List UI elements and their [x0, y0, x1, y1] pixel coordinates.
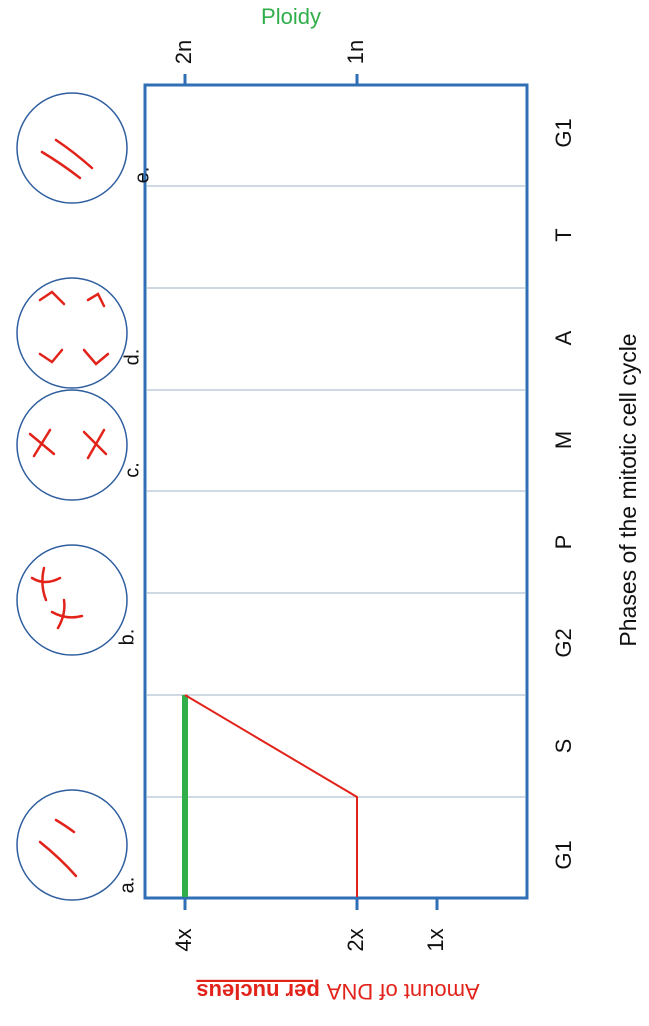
cell-label: b.	[116, 629, 138, 646]
x-axis-label: Phases of the mitotic cell cycle	[615, 333, 641, 646]
chromosome	[30, 566, 84, 630]
cell	[16, 544, 128, 656]
ploidy-tick-label: 2n	[171, 40, 196, 64]
phase-dividers	[146, 185, 526, 798]
phase-label: P	[551, 535, 576, 550]
phase-label: G1	[551, 118, 576, 147]
ploidy-tick-label: 1n	[343, 40, 368, 64]
plot-frame	[143, 83, 529, 900]
cell-label: d.	[121, 349, 143, 366]
y-axis-label-emphasis: per nucleus	[196, 979, 319, 1004]
cell	[16, 277, 128, 389]
chromosome	[38, 290, 110, 366]
phase-label: M	[551, 431, 576, 449]
chromosome	[40, 138, 94, 180]
dna-tick-label: 1x	[423, 928, 448, 951]
cell-label: a.	[116, 877, 138, 894]
phase-label: G1	[551, 840, 576, 869]
chromosome	[38, 818, 78, 878]
cells	[16, 92, 128, 901]
chromosome	[28, 428, 108, 460]
ploidy-title: Ploidy	[261, 4, 321, 29]
y-axis-label-text: Amount of DNA	[326, 979, 479, 1004]
cell-label: e.	[131, 167, 153, 184]
cell	[16, 92, 128, 204]
dna-tick-label: 4x	[171, 928, 196, 951]
cell	[16, 789, 128, 901]
y-axis-label: Amount of DNA per nucleus	[196, 979, 479, 1004]
dna-line	[184, 694, 358, 897]
phase-label: A	[551, 330, 576, 345]
phase-label: G2	[551, 628, 576, 657]
dna-tick-label: 2x	[343, 928, 368, 951]
phase-label: S	[551, 739, 576, 754]
phase-label: T	[551, 228, 576, 241]
cell	[16, 389, 128, 501]
cell-label: c.	[121, 462, 143, 478]
